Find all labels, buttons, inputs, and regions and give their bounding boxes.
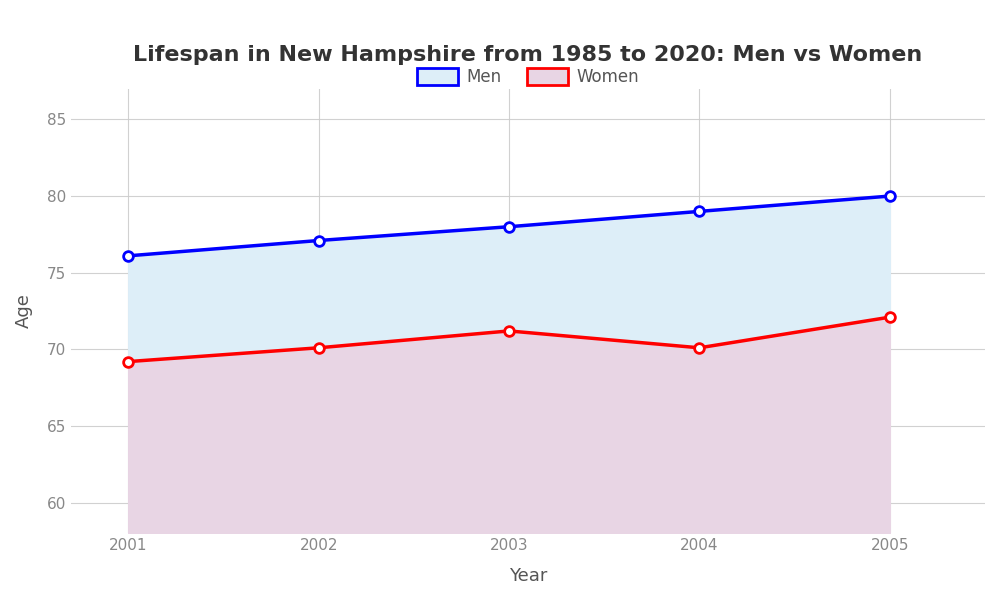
Men [503, 223, 515, 230]
Men [884, 193, 896, 200]
Men [693, 208, 705, 215]
Y-axis label: Age: Age [15, 293, 33, 328]
Title: Lifespan in New Hampshire from 1985 to 2020: Men vs Women: Lifespan in New Hampshire from 1985 to 2… [133, 45, 923, 65]
Men [313, 237, 325, 244]
Legend: Men, Women: Men, Women [410, 62, 646, 93]
Women [313, 344, 325, 352]
Women [122, 358, 134, 365]
Men [122, 252, 134, 259]
Women [884, 314, 896, 321]
Line: Men: Men [123, 191, 895, 260]
Women [503, 328, 515, 335]
X-axis label: Year: Year [509, 567, 547, 585]
Women [693, 344, 705, 352]
Line: Women: Women [123, 312, 895, 367]
